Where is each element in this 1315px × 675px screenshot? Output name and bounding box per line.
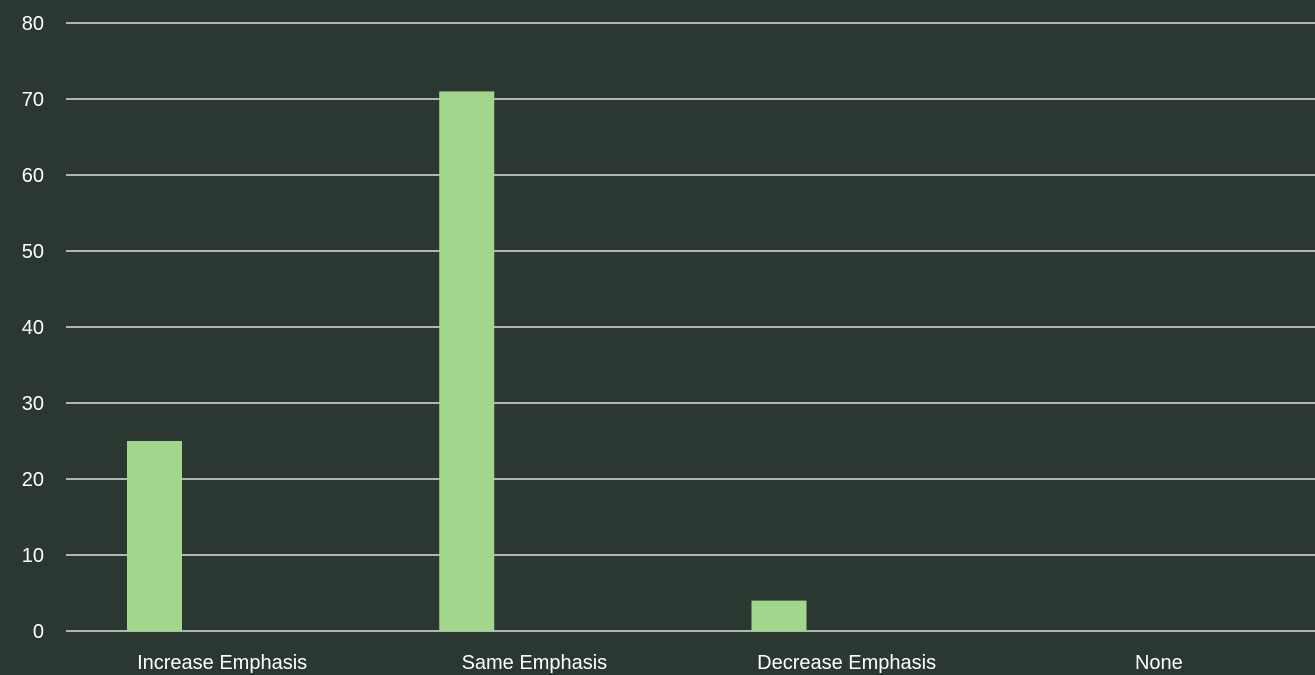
y-tick-label: 20 [22, 469, 44, 491]
x-category-label: Decrease Emphasis [757, 652, 936, 674]
x-category-label: None [1135, 652, 1183, 674]
x-category-label: Same Emphasis [462, 652, 608, 674]
bar-decrease-emphasis [751, 600, 807, 631]
y-tick-label: 0 [33, 621, 44, 643]
y-tick-label: 10 [22, 545, 44, 567]
bar-same-emphasis [439, 91, 495, 631]
y-tick-label: 30 [22, 393, 44, 415]
x-axis-category-labels: Increase Emphasis Same Emphasis Decrease E… [137, 652, 1183, 674]
y-tick-label: 40 [22, 317, 44, 339]
y-tick-label: 80 [22, 13, 44, 35]
bars [127, 91, 807, 631]
y-tick-label: 70 [22, 89, 44, 111]
x-category-label: Increase Emphasis [137, 652, 307, 674]
gridlines [66, 22, 1315, 632]
y-axis-tick-labels: 0 10 20 30 40 50 60 70 80 [22, 13, 44, 643]
y-tick-label: 50 [22, 241, 44, 263]
bar-increase-emphasis [127, 441, 182, 631]
y-tick-label: 60 [22, 165, 44, 187]
